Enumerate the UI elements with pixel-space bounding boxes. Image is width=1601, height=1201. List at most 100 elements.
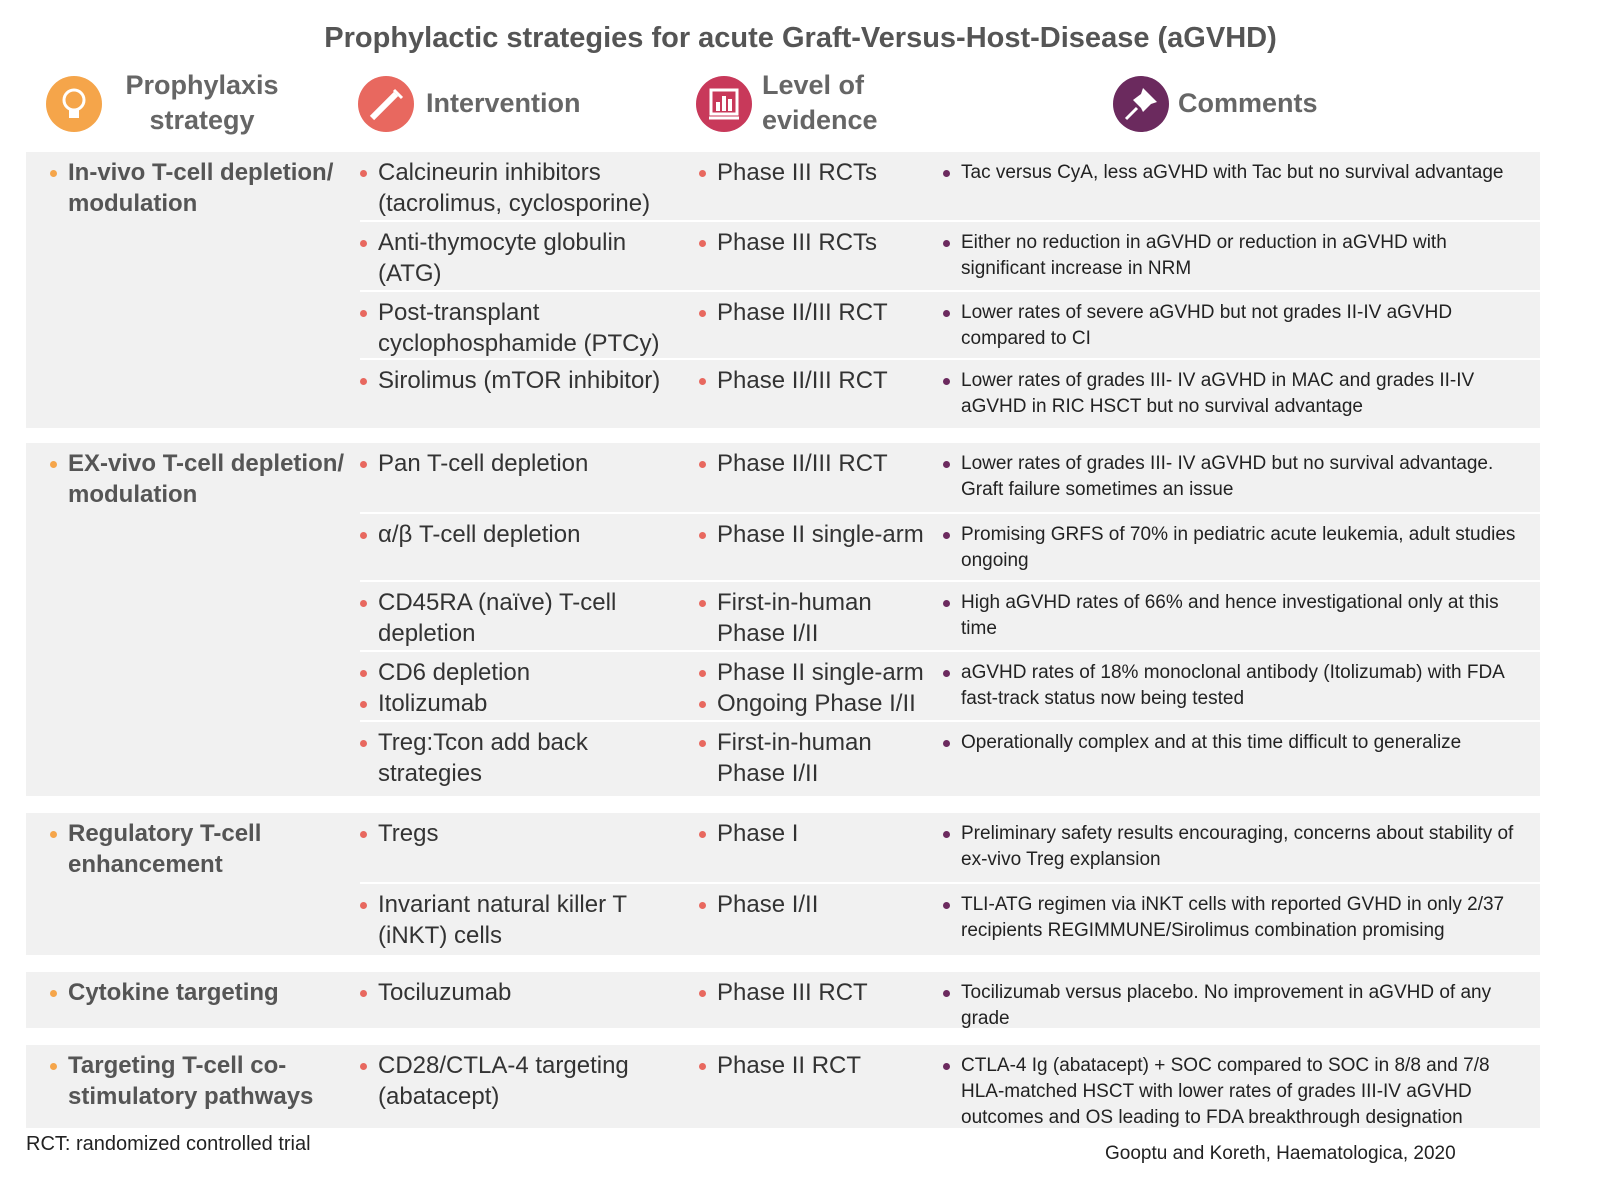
intervention-cell: Anti-thymocyte globulin (ATG) [360,227,680,289]
intervention: Itolizumab [360,688,680,719]
strategy-cell: Targeting T-cell co-stimulatory pathways [50,1050,350,1112]
evidence: Phase I [699,818,939,849]
row-separator [360,580,1540,582]
strategy-cell: EX-vivo T-cell depletion/ modulation [50,448,350,510]
strategy: In-vivo T-cell depletion/ modulation [50,157,350,219]
intervention: Treg:Tcon add back strategies [360,727,680,789]
strategy: EX-vivo T-cell depletion/ modulation [50,448,350,510]
evidence-cell: Phase II single-arm [699,519,939,550]
evidence-cell: First-in-human Phase I/II [699,727,939,789]
evidence: Phase II RCT [699,1050,939,1081]
comment-cell: Promising GRFS of 70% in pediatric acute… [943,522,1531,574]
evidence: Phase II/III RCT [699,365,939,396]
comment: Operationally complex and at this time d… [943,730,1531,756]
comment-cell: aGVHD rates of 18% monoclonal antibody (… [943,660,1531,712]
intervention: Tociluzumab [360,977,680,1008]
intervention-cell: Invariant natural killer T (iNKT) cells [360,889,680,951]
comment: Lower rates of grades III- IV aGVHD but … [943,451,1531,503]
header: Comments [1178,88,1318,118]
evidence-cell: Phase II single-arm Ongoing Phase I/II [699,657,939,719]
comment: TLI-ATG regimen via iNKT cells with repo… [943,892,1531,944]
comment-cell: Operationally complex and at this time d… [943,730,1531,756]
evidence-cell: Phase I [699,818,939,849]
evidence-cell: Phase III RCTs [699,227,939,258]
evidence: First-in-human Phase I/II [699,587,939,649]
comment-cell: Either no reduction in aGVHD or reductio… [943,230,1531,282]
intervention-cell: Pan T-cell depletion [360,448,680,479]
comment: Promising GRFS of 70% in pediatric acute… [943,522,1531,574]
intervention: Invariant natural killer T (iNKT) cells [360,889,680,951]
row-separator [360,358,1540,360]
evidence: Phase III RCTs [699,157,939,188]
evidence: Phase II/III RCT [699,297,939,328]
footnote: RCT: randomized controlled trial [26,1133,311,1155]
intervention: CD6 depletion [360,657,680,688]
evidence: First-in-human Phase I/II [699,727,939,789]
row-separator [360,882,1540,884]
strategy-cell: Cytokine targeting [50,977,350,1008]
row-separator [360,512,1540,514]
evidence: Phase II/III RCT [699,448,939,479]
comment: Tac versus CyA, less aGVHD with Tac but … [943,160,1531,186]
intervention-cell: α/β T-cell depletion [360,519,680,550]
intervention: CD28/CTLA-4 targeting (abatacept) [360,1050,680,1112]
comment-cell: Lower rates of severe aGVHD but not grad… [943,300,1531,352]
intervention-cell: Post-transplant cyclophosphamide (PTCy) [360,297,680,359]
strategy-cell: Regulatory T-cell enhancement [50,818,350,880]
row-separator [360,720,1540,722]
comment: Preliminary safety results encouraging, … [943,821,1531,873]
intervention: Tregs [360,818,680,849]
group-background [26,1045,1540,1128]
comment-cell: Preliminary safety results encouraging, … [943,821,1531,873]
intervention-cell: Treg:Tcon add back strategies [360,727,680,789]
comment: CTLA-4 Ig (abatacept) + SOC compared to … [943,1053,1531,1131]
intervention-cell: Calcineurin inhibitors (tacrolimus, cycl… [360,157,680,219]
evidence-cell: Phase II RCT [699,1050,939,1081]
intervention: Anti-thymocyte globulin (ATG) [360,227,680,289]
intervention-cell: CD6 depletion Itolizumab [360,657,680,719]
evidence: Phase II single-arm [699,519,939,550]
comment: Either no reduction in aGVHD or reductio… [943,230,1531,282]
comment-cell: TLI-ATG regimen via iNKT cells with repo… [943,892,1531,944]
row-separator [360,650,1540,652]
evidence-cell: Phase II/III RCT [699,297,939,328]
strategy: Targeting T-cell co-stimulatory pathways [50,1050,350,1112]
intervention: Calcineurin inhibitors (tacrolimus, cycl… [360,157,680,219]
header: Intervention [426,88,581,118]
evidence: Phase III RCT [699,977,939,1008]
row-separator [360,220,1540,222]
comment: Tocilizumab versus placebo. No improveme… [943,980,1531,1032]
evidence-cell: First-in-human Phase I/II [699,587,939,649]
strategy-cell: In-vivo T-cell depletion/ modulation [50,157,350,219]
comments-icon [1113,76,1169,132]
intervention: Post-transplant cyclophosphamide (PTCy) [360,297,680,359]
evidence: Phase I/II [699,889,939,920]
intervention-cell: CD28/CTLA-4 targeting (abatacept) [360,1050,680,1112]
intervention-cell: Tregs [360,818,680,849]
comment: High aGVHD rates of 66% and hence invest… [943,590,1531,642]
intervention-cell: Sirolimus (mTOR inhibitor) [360,365,680,396]
intervention: α/β T-cell depletion [360,519,680,550]
strategy: Regulatory T-cell enhancement [50,818,350,880]
intervention-cell: Tociluzumab [360,977,680,1008]
strategy: Cytokine targeting [50,977,350,1008]
evidence-cell: Phase III RCTs [699,157,939,188]
row-separator [360,290,1540,292]
evidence-cell: Phase III RCT [699,977,939,1008]
evidence: Phase III RCTs [699,227,939,258]
evidence: Ongoing Phase I/II [699,688,939,719]
evidence-icon [696,76,752,132]
comment-cell: Tocilizumab versus placebo. No improveme… [943,980,1531,1032]
comment: aGVHD rates of 18% monoclonal antibody (… [943,660,1531,712]
comment-cell: Lower rates of grades III- IV aGVHD but … [943,451,1531,503]
group-background [26,972,1540,1028]
source: Gooptu and Koreth, Haematologica, 2020 [1105,1143,1456,1164]
comment: Lower rates of grades III- IV aGVHD in M… [943,368,1531,420]
comment-cell: CTLA-4 Ig (abatacept) + SOC compared to … [943,1053,1531,1131]
strategy-icon [46,76,102,132]
intervention: CD45RA (naïve) T-cell depletion [360,587,680,649]
intervention: Pan T-cell depletion [360,448,680,479]
intervention-icon [358,76,414,132]
comment-cell: Lower rates of grades III- IV aGVHD in M… [943,368,1531,420]
